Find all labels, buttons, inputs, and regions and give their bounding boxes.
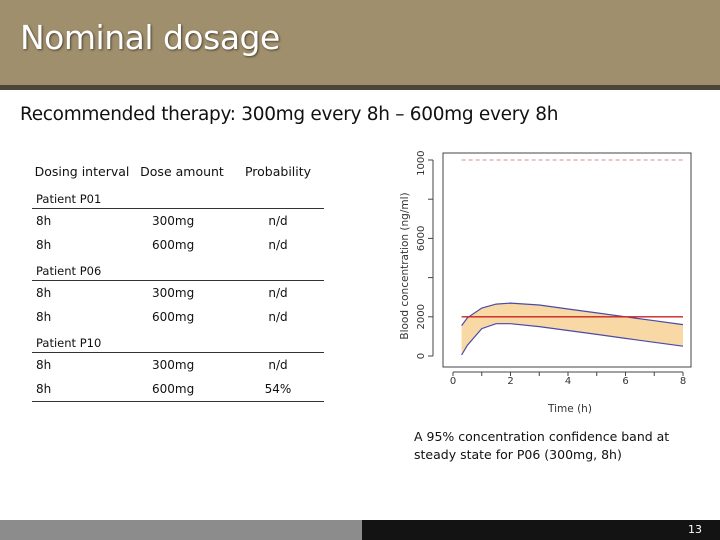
x-tick-label: 8	[680, 376, 686, 387]
dosage-table: Dosing interval Dose amount Probability …	[32, 155, 324, 402]
table-row: 8h 300mg n/d	[32, 281, 324, 306]
cell-interval: 8h	[36, 286, 52, 300]
cell-amount: 300mg	[152, 358, 195, 372]
concentration-chart: 0 2000 6000 10000 Blood concentration (ng/ml…	[399, 150, 692, 415]
group-row: Patient P01	[32, 185, 324, 209]
header-dosing-interval: Dosing interval	[34, 164, 130, 179]
chart-caption: A 95% concentration confidence band at s…	[414, 428, 714, 464]
title-bar: Nominal dosage	[0, 0, 720, 90]
table-row: 8h 600mg n/d	[32, 233, 324, 257]
cell-interval: 8h	[36, 358, 52, 372]
y-tick-label: 6000	[416, 226, 427, 251]
table-row: 8h 300mg n/d	[32, 353, 324, 378]
cell-interval: 8h	[36, 310, 52, 324]
y-axis-label: Blood concentration (ng/ml)	[399, 192, 411, 339]
confidence-band	[461, 303, 683, 355]
header-probability: Probability	[244, 164, 312, 179]
group-label: Patient P10	[32, 329, 324, 353]
cell-amount: 300mg	[152, 286, 195, 300]
cell-probability: n/d	[268, 214, 288, 228]
x-tick-label: 0	[450, 376, 456, 387]
band-upper-line	[461, 302, 684, 326]
page-number: 13	[688, 523, 702, 536]
cell-probability: n/d	[268, 238, 288, 252]
x-tick-label: 6	[622, 376, 628, 387]
cell-amount: 600mg	[152, 238, 195, 252]
table-row: 8h 600mg 54%	[32, 377, 324, 402]
subtitle: Recommended therapy: 300mg every 8h – 60…	[20, 104, 559, 125]
table-header-row: Dosing interval Dose amount Probability	[32, 155, 324, 185]
plot-frame	[442, 152, 692, 368]
header-dose-amount: Dose amount	[140, 164, 224, 179]
group-label: Patient P01	[32, 185, 324, 209]
group-row: Patient P06	[32, 257, 324, 281]
y-tick-label: 0	[416, 353, 427, 359]
cell-probability: n/d	[268, 286, 288, 300]
x-axis-label: Time (h)	[547, 403, 592, 415]
cell-probability: n/d	[268, 310, 288, 324]
cell-amount: 600mg	[152, 310, 195, 324]
caption-line-2: steady state for P06 (300mg, 8h)	[414, 447, 622, 462]
y-tick-label: 2000	[416, 304, 427, 329]
cell-amount: 300mg	[152, 214, 195, 228]
cell-probability: n/d	[268, 358, 288, 372]
group-label: Patient P06	[32, 257, 324, 281]
cell-interval: 8h	[36, 214, 52, 228]
cell-probability: 54%	[232, 377, 324, 402]
slide-title: Nominal dosage	[20, 18, 280, 57]
band-lower-line	[461, 323, 684, 356]
y-tick-label: 10000	[416, 150, 427, 176]
cell-interval: 8h	[36, 238, 52, 252]
x-tick-label: 4	[565, 376, 571, 387]
cell-interval: 8h	[32, 377, 132, 402]
footer-bar-left	[0, 520, 362, 540]
cell-amount: 600mg	[132, 377, 232, 402]
x-tick-label: 2	[507, 376, 513, 387]
table-row: 8h 300mg n/d	[32, 209, 324, 234]
footer-bar-right	[362, 520, 720, 540]
table-row: 8h 600mg n/d	[32, 305, 324, 329]
group-row: Patient P10	[32, 329, 324, 353]
caption-line-1: A 95% concentration confidence band at	[414, 429, 670, 444]
